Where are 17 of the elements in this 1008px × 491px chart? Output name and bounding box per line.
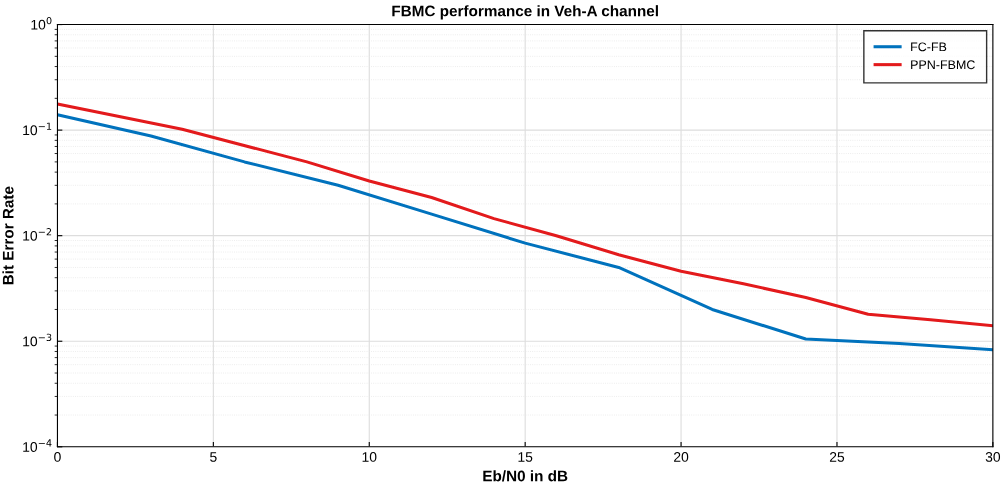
chart-title: FBMC performance in Veh-A channel (392, 5, 658, 20)
x-tick-label: 25 (829, 452, 845, 462)
y-tick-label: 10$^{0}$ (31, 16, 52, 30)
y-tick-label: 10$^{−1}$ (23, 122, 52, 136)
y-tick-label: 10$^{−3}$ (23, 333, 52, 347)
x-tick-label: 10 (362, 452, 377, 462)
x-tick-label: 30 (985, 452, 1001, 462)
x-tick-label: 15 (518, 452, 533, 462)
x-axis-title: Eb/N0 in dB (483, 470, 568, 482)
y-axis-title: Bit Error Rate (2, 186, 14, 285)
y-tick-label: 10$^{−4}$ (23, 439, 52, 452)
y-tick-label: 10$^{−2}$ (23, 228, 52, 241)
x-tick-label: 5 (210, 452, 217, 462)
legend-label: PPN-FBMC (911, 60, 975, 70)
x-tick-label: 0 (54, 452, 61, 462)
x-tick-label: 20 (674, 452, 689, 462)
legend-label: FC-FB (911, 42, 947, 52)
